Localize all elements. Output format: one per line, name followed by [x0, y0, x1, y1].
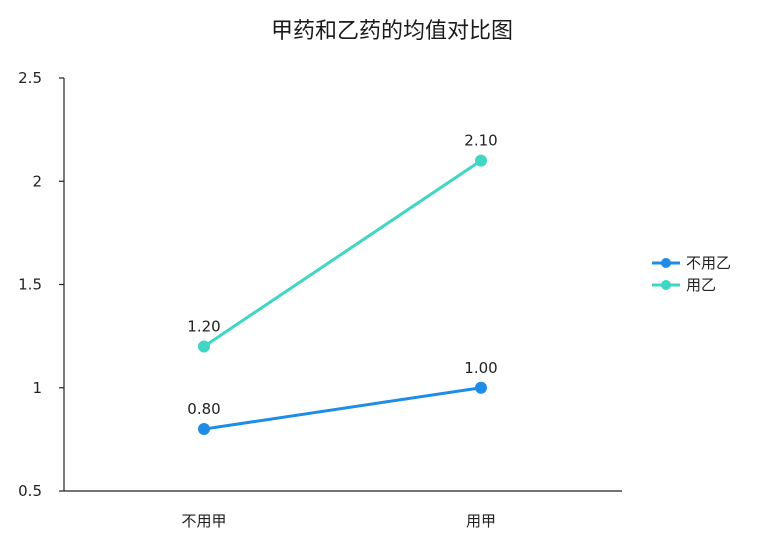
data-point — [198, 340, 210, 353]
data-point — [475, 381, 487, 394]
series-layer: 0.80 1.00 1.20 2.10 — [187, 132, 498, 436]
legend-swatch-marker — [661, 258, 671, 268]
x-tick-label: 不用甲 — [181, 512, 226, 530]
data-label: 0.80 — [187, 400, 220, 418]
series-line — [203, 159, 482, 348]
y-tick-label: 2.5 — [18, 69, 42, 87]
data-label: 1.20 — [187, 317, 220, 335]
legend-swatch-marker — [661, 280, 671, 290]
y-tick-label: 0.5 — [18, 482, 42, 500]
y-tick-label: 2 — [32, 172, 42, 190]
legend-label: 用乙 — [686, 276, 716, 294]
axes: 0.5 1 1.5 2 2.5 不用甲 用甲 — [18, 69, 622, 530]
series-line — [203, 386, 482, 431]
y-tick-label: 1 — [32, 379, 42, 397]
data-label: 2.10 — [464, 132, 497, 150]
chart-title: 甲药和乙药的均值对比图 — [271, 19, 513, 44]
data-label: 1.00 — [464, 359, 497, 377]
data-point — [198, 423, 210, 436]
legend-label: 不用乙 — [686, 254, 731, 272]
data-point — [475, 154, 487, 167]
y-tick-label: 1.5 — [18, 276, 42, 294]
x-tick-label: 用甲 — [466, 512, 496, 530]
